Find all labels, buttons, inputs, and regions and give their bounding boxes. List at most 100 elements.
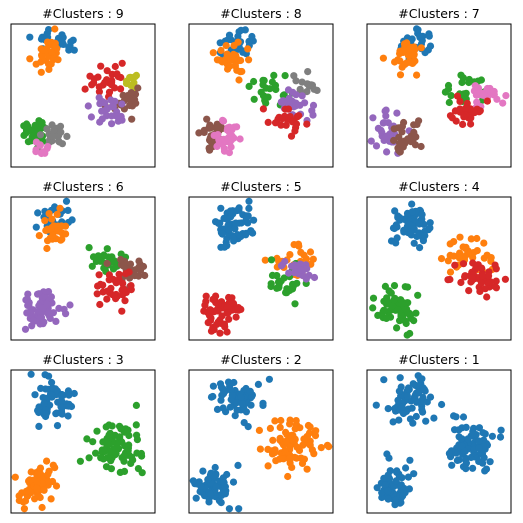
- data-point: [446, 268, 455, 276]
- data-point: [224, 309, 232, 317]
- data-point: [282, 121, 290, 129]
- data-point: [469, 254, 477, 262]
- data-point: [206, 490, 215, 498]
- data-point: [43, 244, 51, 253]
- data-point: [44, 143, 52, 151]
- data-point: [40, 318, 48, 326]
- data-point: [467, 120, 475, 128]
- data-point: [242, 408, 250, 416]
- data-point: [459, 120, 467, 128]
- data-point: [415, 117, 423, 125]
- data-point: [58, 410, 66, 418]
- data-point: [403, 392, 411, 400]
- data-point: [414, 26, 422, 34]
- data-point: [497, 426, 505, 434]
- data-point: [300, 435, 308, 443]
- data-point: [232, 313, 240, 321]
- data-point: [381, 481, 389, 489]
- data-point: [284, 105, 293, 113]
- data-point: [45, 210, 53, 218]
- data-point: [244, 423, 252, 431]
- data-point: [457, 278, 465, 287]
- data-point: [116, 114, 124, 122]
- data-point: [53, 422, 62, 430]
- data-point: [133, 436, 141, 444]
- data-point: [93, 427, 101, 435]
- data-point: [101, 99, 109, 107]
- data-point: [418, 211, 426, 219]
- data-point: [111, 62, 119, 71]
- data-point: [289, 431, 297, 440]
- data-point: [64, 206, 72, 214]
- data-point: [47, 391, 55, 399]
- data-point: [223, 215, 231, 223]
- data-point: [303, 465, 311, 473]
- data-point: [115, 422, 124, 430]
- data-point: [45, 467, 53, 475]
- subplot-title: #Clusters : 6: [42, 179, 124, 194]
- data-point: [447, 92, 455, 100]
- data-point: [53, 210, 61, 218]
- data-point: [473, 247, 481, 255]
- data-point: [302, 255, 310, 263]
- data-point: [403, 305, 411, 313]
- data-point: [480, 239, 488, 247]
- data-point: [437, 255, 446, 263]
- data-point: [235, 204, 243, 212]
- data-point: [237, 393, 245, 401]
- data-point: [477, 264, 486, 272]
- data-point: [217, 204, 225, 212]
- data-point: [139, 262, 148, 271]
- data-point: [129, 456, 137, 464]
- data-point: [245, 56, 253, 64]
- data-point: [488, 432, 496, 440]
- data-point: [98, 107, 106, 115]
- subplot-title: #Clusters : 8: [220, 6, 302, 21]
- data-point: [483, 97, 491, 105]
- data-point: [37, 384, 45, 392]
- data-point: [229, 478, 238, 486]
- data-point: [502, 92, 510, 100]
- data-point: [399, 143, 407, 151]
- data-point: [245, 204, 253, 212]
- data-point: [45, 65, 53, 73]
- data-point: [390, 282, 399, 290]
- data-point: [113, 292, 121, 300]
- data-point: [259, 105, 267, 113]
- data-point: [396, 374, 404, 382]
- data-point: [63, 132, 71, 140]
- data-point: [309, 255, 317, 263]
- data-point: [216, 329, 224, 337]
- data-point: [229, 50, 238, 58]
- data-point: [211, 463, 219, 472]
- data-point: [407, 228, 415, 236]
- data-point: [52, 410, 60, 418]
- data-point: [298, 92, 306, 100]
- data-point: [35, 232, 43, 240]
- data-point: [24, 301, 32, 309]
- data-point: [113, 70, 121, 78]
- data-point: [417, 142, 425, 151]
- data-point: [203, 115, 211, 123]
- data-point: [267, 256, 276, 264]
- data-point: [43, 457, 51, 465]
- data-point: [317, 444, 325, 452]
- data-point: [97, 62, 105, 70]
- data-point: [286, 416, 294, 424]
- data-point: [367, 137, 375, 145]
- data-point: [271, 417, 279, 425]
- data-point: [406, 456, 414, 464]
- data-point: [212, 218, 220, 226]
- data-point: [233, 399, 241, 407]
- data-point: [395, 387, 403, 395]
- data-point: [250, 216, 258, 224]
- data-point: [399, 409, 408, 418]
- data-point: [300, 455, 308, 463]
- data-point: [242, 231, 250, 239]
- data-point: [303, 88, 311, 96]
- data-point: [286, 286, 294, 295]
- data-point: [247, 227, 255, 235]
- data-point: [237, 26, 245, 34]
- data-point: [480, 454, 488, 462]
- data-point: [134, 84, 142, 92]
